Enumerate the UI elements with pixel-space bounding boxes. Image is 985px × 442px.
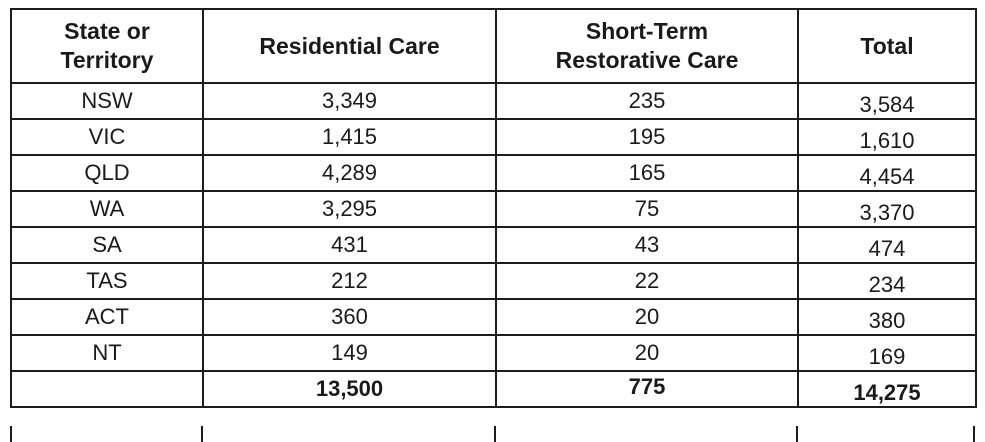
short-term-restorative-care-cell: 20 (495, 298, 799, 336)
state-cell: QLD (10, 154, 204, 192)
state-cell: NT (10, 334, 204, 372)
short-term-restorative-care-cell: 43 (495, 226, 799, 264)
table-border-stub (201, 426, 203, 442)
total-cell: 380 (797, 298, 977, 336)
table-row-nt: NT 149 20 169 (10, 334, 977, 372)
short-term-restorative-care-cell: 20 (495, 334, 799, 372)
residential-care-cell: 431 (202, 226, 497, 264)
short-term-restorative-care-cell: 75 (495, 190, 799, 228)
col-header-short-term-restorative-care: Short-Term Restorative Care (495, 8, 799, 84)
totals-residential-care-cell: 13,500 (202, 370, 497, 408)
residential-care-cell: 360 (202, 298, 497, 336)
totals-empty-cell (10, 370, 204, 408)
short-term-restorative-care-cell: 235 (495, 82, 799, 120)
state-cell: SA (10, 226, 204, 264)
short-term-restorative-care-cell: 22 (495, 262, 799, 300)
col-header-state-or-territory: State or Territory (10, 8, 204, 84)
table-row-tas: TAS 212 22 234 (10, 262, 977, 300)
residential-care-cell: 3,349 (202, 82, 497, 120)
short-term-restorative-care-cell: 195 (495, 118, 799, 156)
total-cell: 1,610 (797, 118, 977, 156)
col-header-residential-care: Residential Care (202, 8, 497, 84)
table-border-stub (10, 426, 12, 442)
table-row-act: ACT 360 20 380 (10, 298, 977, 336)
state-cell: NSW (10, 82, 204, 120)
table-row-sa: SA 431 43 474 (10, 226, 977, 264)
care-places-table: State or Territory Residential Care Shor… (10, 8, 977, 408)
residential-care-cell: 3,295 (202, 190, 497, 228)
residential-care-cell: 1,415 (202, 118, 497, 156)
short-term-restorative-care-cell: 165 (495, 154, 799, 192)
totals-total-cell: 14,275 (797, 370, 977, 408)
total-cell: 3,370 (797, 190, 977, 228)
totals-short-term-restorative-care-cell: 775 (495, 370, 799, 408)
table-row-wa: WA 3,295 75 3,370 (10, 190, 977, 228)
col-header-total: Total (797, 8, 977, 84)
header-row: State or Territory Residential Care Shor… (10, 8, 977, 84)
totals-row: 13,500 775 14,275 (10, 370, 977, 408)
care-places-table-wrap: State or Territory Residential Care Shor… (10, 8, 977, 442)
state-cell: WA (10, 190, 204, 228)
table-border-stub (494, 426, 496, 442)
state-cell: TAS (10, 262, 204, 300)
table-row-nsw: NSW 3,349 235 3,584 (10, 82, 977, 120)
table-row-vic: VIC 1,415 195 1,610 (10, 118, 977, 156)
total-cell: 234 (797, 262, 977, 300)
total-cell: 169 (797, 334, 977, 372)
total-cell: 3,584 (797, 82, 977, 120)
residential-care-cell: 149 (202, 334, 497, 372)
table-row-qld: QLD 4,289 165 4,454 (10, 154, 977, 192)
residential-care-cell: 212 (202, 262, 497, 300)
table-border-stub (796, 426, 798, 442)
residential-care-cell: 4,289 (202, 154, 497, 192)
total-cell: 474 (797, 226, 977, 264)
total-cell: 4,454 (797, 154, 977, 192)
table-border-stub (973, 426, 975, 442)
state-cell: VIC (10, 118, 204, 156)
state-cell: ACT (10, 298, 204, 336)
